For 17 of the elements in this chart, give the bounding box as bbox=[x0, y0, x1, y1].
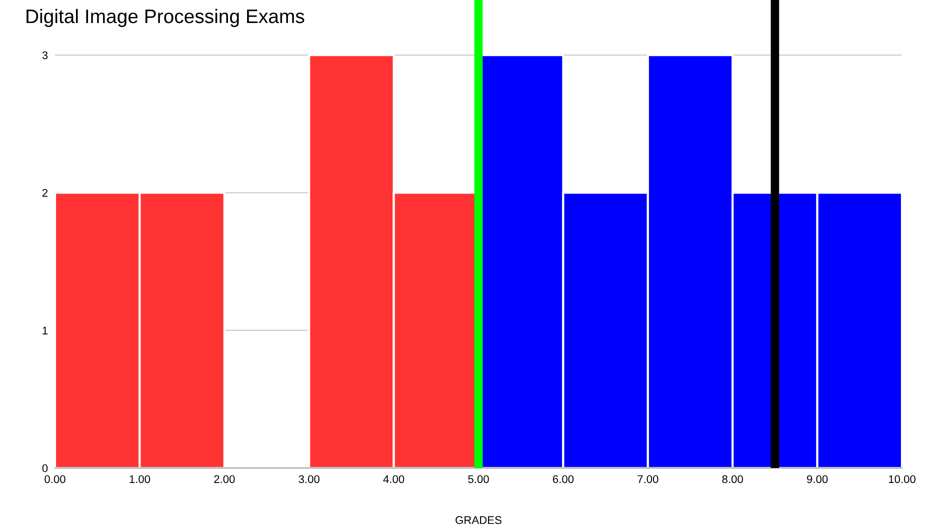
x-tick-label: 5.00 bbox=[468, 475, 489, 484]
y-tick-label: 1 bbox=[42, 326, 48, 334]
x-tick-label: 7.00 bbox=[638, 475, 658, 484]
x-tick-label: 1.00 bbox=[130, 475, 150, 484]
x-tick-label: 2.00 bbox=[214, 475, 235, 484]
y-tick-label: 0 bbox=[42, 464, 48, 472]
x-tick-label: 3.00 bbox=[298, 475, 320, 484]
y-tick-label: 3 bbox=[42, 51, 48, 60]
x-tick-label: 6.00 bbox=[552, 475, 574, 484]
x-tick-label: 9.00 bbox=[807, 475, 828, 484]
y-tick-label: 2 bbox=[42, 188, 48, 197]
x-tick-label: 10.00 bbox=[888, 475, 916, 484]
chart-title: Digital Image Processing Exams bbox=[26, 8, 304, 28]
x-tick-label: 0.00 bbox=[44, 475, 66, 484]
x-tick-label: 4.00 bbox=[383, 475, 404, 484]
x-axis-title: GRADES bbox=[456, 516, 502, 524]
x-tick-label: 8.00 bbox=[722, 475, 743, 484]
